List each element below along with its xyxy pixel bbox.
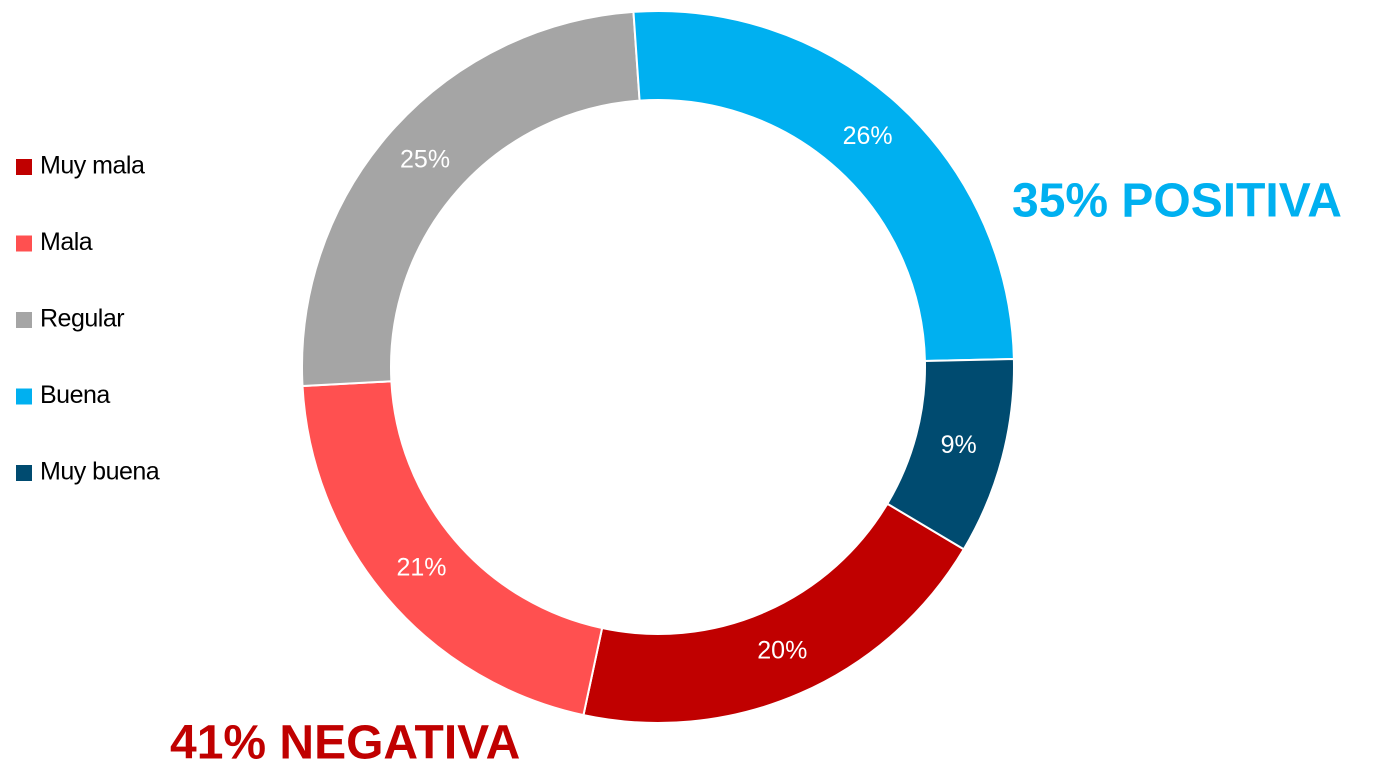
donut-segment: [301, 380, 604, 717]
data-label: 20%: [757, 637, 807, 665]
legend-swatch: [16, 159, 32, 175]
donut-segment: [582, 502, 966, 724]
annotation-negative: 41% NEGATIVA: [170, 717, 520, 769]
legend-label: Buena: [40, 381, 110, 409]
legend-swatch: [16, 465, 32, 481]
annotation-positive: 35% POSITIVA: [1012, 175, 1342, 228]
legend-swatch: [16, 388, 32, 405]
legend-swatch: [16, 312, 32, 328]
data-label: 9%: [941, 431, 977, 459]
legend-label: Muy buena: [40, 458, 160, 486]
donut-segment: [632, 10, 1015, 363]
data-label: 25%: [400, 146, 450, 174]
data-label: 26%: [843, 122, 893, 150]
data-label: 21%: [396, 554, 446, 582]
legend-label: Mala: [40, 228, 93, 256]
legend-label: Muy mala: [40, 152, 145, 180]
legend-label: Regular: [40, 305, 124, 333]
legend-swatch: [16, 235, 32, 252]
donut-segment: [885, 358, 1015, 551]
donut-segment: [301, 10, 641, 388]
